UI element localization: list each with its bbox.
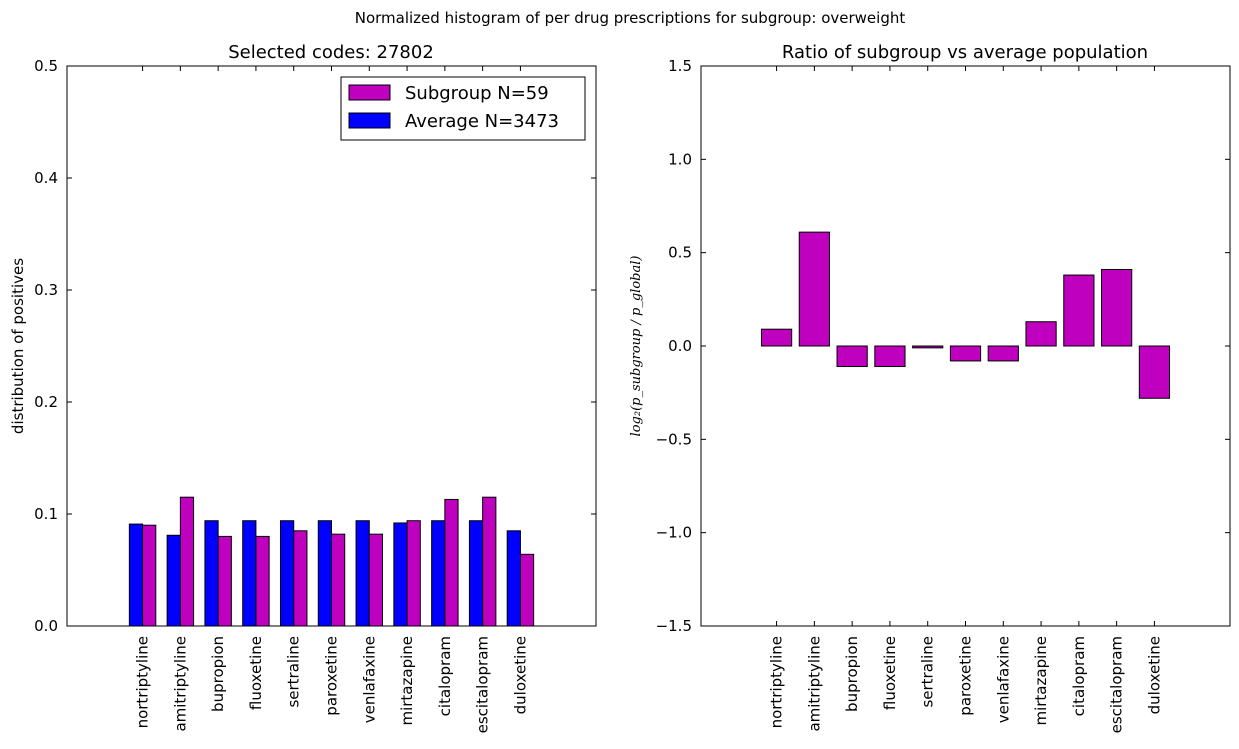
xtick-label: paroxetine [323,636,341,716]
xtick-label: mirtazapine [1032,636,1050,726]
xtick-label: fluoxetine [247,636,265,710]
legend-swatch-subgroup [348,84,391,101]
ytick-label: 0.0 [668,337,692,355]
bar-average [166,534,181,627]
xtick-label: fluoxetine [881,636,899,710]
figure-suptitle: Normalized histogram of per drug prescri… [355,9,906,27]
bar-average [317,520,332,627]
right-yticks: −1.5 −1.0 −0.5 0.0 0.5 1.0 1.5 [656,57,1230,635]
bar-average [393,522,408,627]
xtick-label: sertraline [919,636,937,708]
bar-subgroup [142,524,157,627]
xtick-label: duloxetine [511,636,529,714]
bar-ratio [1138,345,1171,399]
bar-ratio [1063,274,1095,347]
bar-ratio [874,345,906,368]
bar-ratio [760,328,793,347]
legend-swatch-average [348,112,391,129]
ytick-label: 0.5 [668,244,692,262]
xtick-label: bupropion [209,636,227,712]
bar-average [128,523,144,627]
left-plot-frame [66,65,597,627]
bar-average [355,520,370,627]
bar-ratio [912,345,944,349]
bar-ratio [987,345,1019,362]
bar-subgroup [217,535,232,627]
ytick-label: 1.5 [668,57,692,75]
legend-label-average: Average N=3473 [405,111,559,132]
xtick-label: escitalopram [1108,636,1126,733]
xtick-label: paroxetine [957,636,975,716]
ytick-label: −0.5 [656,430,692,448]
ytick-label: 0.4 [34,169,58,187]
bar-ratio [949,345,982,362]
bar-subgroup [368,533,384,627]
ytick-label: −1.0 [656,524,692,542]
bar-subgroup [179,496,195,627]
bar-average [506,530,521,627]
right-bars [760,231,1171,399]
bar-average [468,520,484,627]
left-chart: Selected codes: 27802 distribution of po… [9,42,597,733]
bar-subgroup [519,553,535,627]
bar-average [242,520,257,627]
xtick-label: escitalopram [474,636,492,733]
ytick-label: 0.1 [34,505,58,523]
bar-subgroup [331,533,346,627]
xtick-label: citalopram [436,636,454,716]
bar-subgroup [293,530,308,627]
xtick-label: nortriptyline [768,636,786,728]
left-yticks: 0.0 0.1 0.2 0.3 0.4 0.5 [34,57,596,635]
bar-subgroup [482,496,497,627]
bar-ratio [1101,268,1133,347]
right-chart-ylabel: log₂(p_subgroup / p_global) [629,256,644,437]
xtick-label: nortriptyline [134,636,152,728]
bar-subgroup [444,498,459,627]
xtick-label: duloxetine [1145,636,1163,714]
left-xticks: nortriptyline amitriptyline bupropion fluox… [134,66,529,733]
bar-ratio [836,345,868,368]
bar-average [204,520,219,627]
ytick-label: −1.5 [656,617,692,635]
xtick-label: mirtazapine [398,636,416,726]
bar-ratio [798,231,830,347]
legend-label-subgroup: Subgroup N=59 [405,83,549,104]
ytick-label: 1.0 [668,150,692,168]
xtick-label: bupropion [843,636,861,712]
xtick-label: amitriptyline [171,636,189,732]
bar-average [279,520,295,627]
ytick-label: 0.5 [34,57,58,75]
xtick-label: sertraline [285,636,303,708]
bar-subgroup [406,520,421,627]
left-bars [128,496,535,627]
right-xticks: nortriptyline amitriptyline bupropion fluox… [768,66,1163,733]
left-chart-ylabel: distribution of positives [9,258,27,434]
xtick-label: amitriptyline [805,636,823,732]
left-legend: Subgroup N=59 Average N=3473 [340,76,586,141]
xtick-label: citalopram [1070,636,1088,716]
right-chart: Ratio of subgroup vs average population … [629,42,1231,733]
bar-subgroup [255,535,270,627]
xtick-label: venlafaxine [360,636,378,723]
bar-ratio [1025,321,1057,347]
right-plot-frame [700,65,1231,627]
xtick-label: venlafaxine [994,636,1012,723]
ytick-label: 0.0 [34,617,58,635]
right-chart-title: Ratio of subgroup vs average population [782,42,1148,63]
left-chart-title: Selected codes: 27802 [228,42,434,63]
ytick-label: 0.3 [34,281,58,299]
bar-average [431,520,446,627]
ytick-label: 0.2 [34,393,58,411]
